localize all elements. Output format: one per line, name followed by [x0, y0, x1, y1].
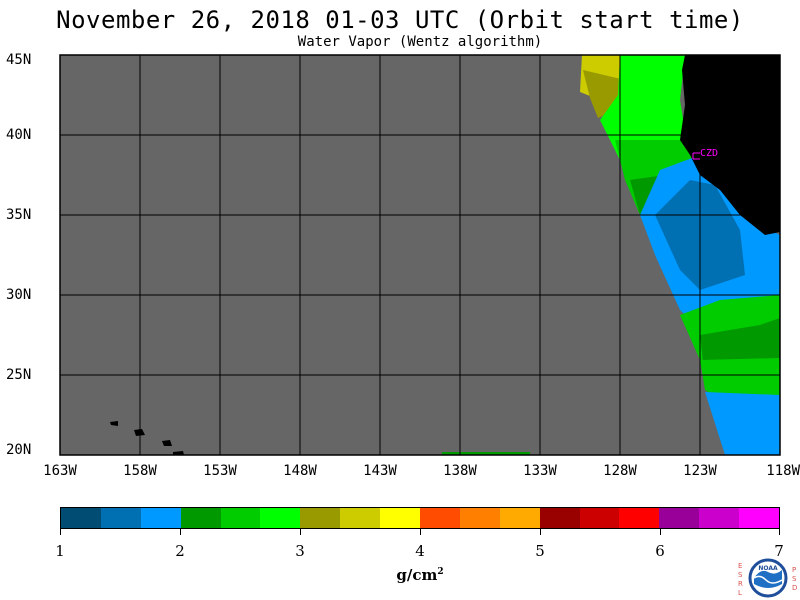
swath-green-south	[700, 358, 780, 400]
land-north-america	[680, 55, 780, 235]
lon-label-148w: 148W	[283, 463, 317, 479]
colorbar-tickmark	[420, 529, 421, 535]
colorbar-tick-5: 5	[535, 542, 545, 560]
lon-label-158w: 158W	[123, 463, 157, 479]
colorbar-segment	[180, 508, 221, 528]
map-frame	[59, 54, 781, 456]
colorbar-tick-6: 6	[655, 542, 665, 560]
logo-center-text: NOAA	[758, 565, 778, 572]
colorbar-tickmark	[540, 529, 541, 535]
colorbar-segment	[380, 508, 421, 528]
colorbar-tickmark	[779, 529, 780, 535]
colorbar-segment	[100, 508, 141, 528]
map-subtitle: Water Vapor (Wentz algorithm)	[297, 34, 543, 50]
lon-label-118w: 118W	[766, 463, 800, 479]
colorbar-tickmark	[300, 529, 301, 535]
lat-label-20n: 20N	[6, 442, 32, 458]
station-marker	[692, 152, 700, 160]
colorbar-segment	[699, 508, 740, 528]
colorbar-segment	[61, 508, 101, 528]
colorbar-segment	[220, 508, 261, 528]
logo-letter: R	[738, 580, 743, 588]
lon-label-138w: 138W	[443, 463, 477, 479]
colorbar-tick-1: 1	[55, 542, 65, 560]
lat-label-30n: 30N	[6, 287, 32, 303]
colorbar-segment	[539, 508, 580, 528]
lat-label-35n: 35N	[6, 207, 32, 223]
island-hawaii	[173, 451, 184, 455]
colorbar-segment	[739, 508, 780, 528]
lon-label-163w: 163W	[43, 463, 77, 479]
graticule	[60, 55, 780, 455]
units-base: g/cm	[396, 566, 438, 584]
colorbar-tick-7: 7	[774, 542, 784, 560]
logo-letter: L	[738, 589, 742, 597]
colorbar-tick-3: 3	[295, 542, 305, 560]
colorbar-tickmark	[180, 529, 181, 535]
swath-light-blue-south	[705, 392, 780, 455]
map-title: November 26, 2018 01-03 UTC (Orbit start…	[56, 6, 744, 34]
colorbar-tick-4: 4	[415, 542, 425, 560]
lon-label-143w: 143W	[363, 463, 397, 479]
lat-label-25n: 25N	[6, 367, 32, 383]
noaa-emblem-icon: NOAA	[748, 558, 788, 598]
colorbar-tick-2: 2	[175, 542, 185, 560]
colorbar-units: g/cm2	[380, 566, 460, 584]
lon-label-153w: 153W	[203, 463, 237, 479]
station-label: CZD	[700, 148, 718, 159]
colorbar-segment	[420, 508, 460, 528]
logo-letter: P	[792, 566, 797, 574]
colorbar	[60, 507, 780, 529]
colorbar-segment	[659, 508, 700, 528]
colorbar-segment	[499, 508, 540, 528]
colorbar-segment	[579, 508, 620, 528]
colorbar-segment	[260, 508, 301, 528]
lat-label-40n: 40N	[6, 127, 32, 143]
island-maui	[162, 440, 172, 446]
logo-letter: S	[738, 571, 743, 579]
lat-label-45n: 45N	[6, 52, 32, 68]
colorbar-tickmark	[60, 529, 61, 535]
colorbar-tickmark	[660, 529, 661, 535]
units-exponent: 2	[437, 567, 444, 577]
logo-letter: D	[792, 584, 798, 592]
lon-label-123w: 123W	[683, 463, 717, 479]
logo-letter: E	[738, 562, 743, 570]
colorbar-segment	[340, 508, 381, 528]
colorbar-segment	[140, 508, 181, 528]
logo-letter: S	[792, 575, 797, 583]
colorbar-segment	[300, 508, 341, 528]
colorbar-segment	[619, 508, 660, 528]
colorbar-segment	[459, 508, 500, 528]
lon-label-128w: 128W	[603, 463, 637, 479]
island-kauai	[110, 421, 118, 426]
lon-label-133w: 133W	[523, 463, 557, 479]
